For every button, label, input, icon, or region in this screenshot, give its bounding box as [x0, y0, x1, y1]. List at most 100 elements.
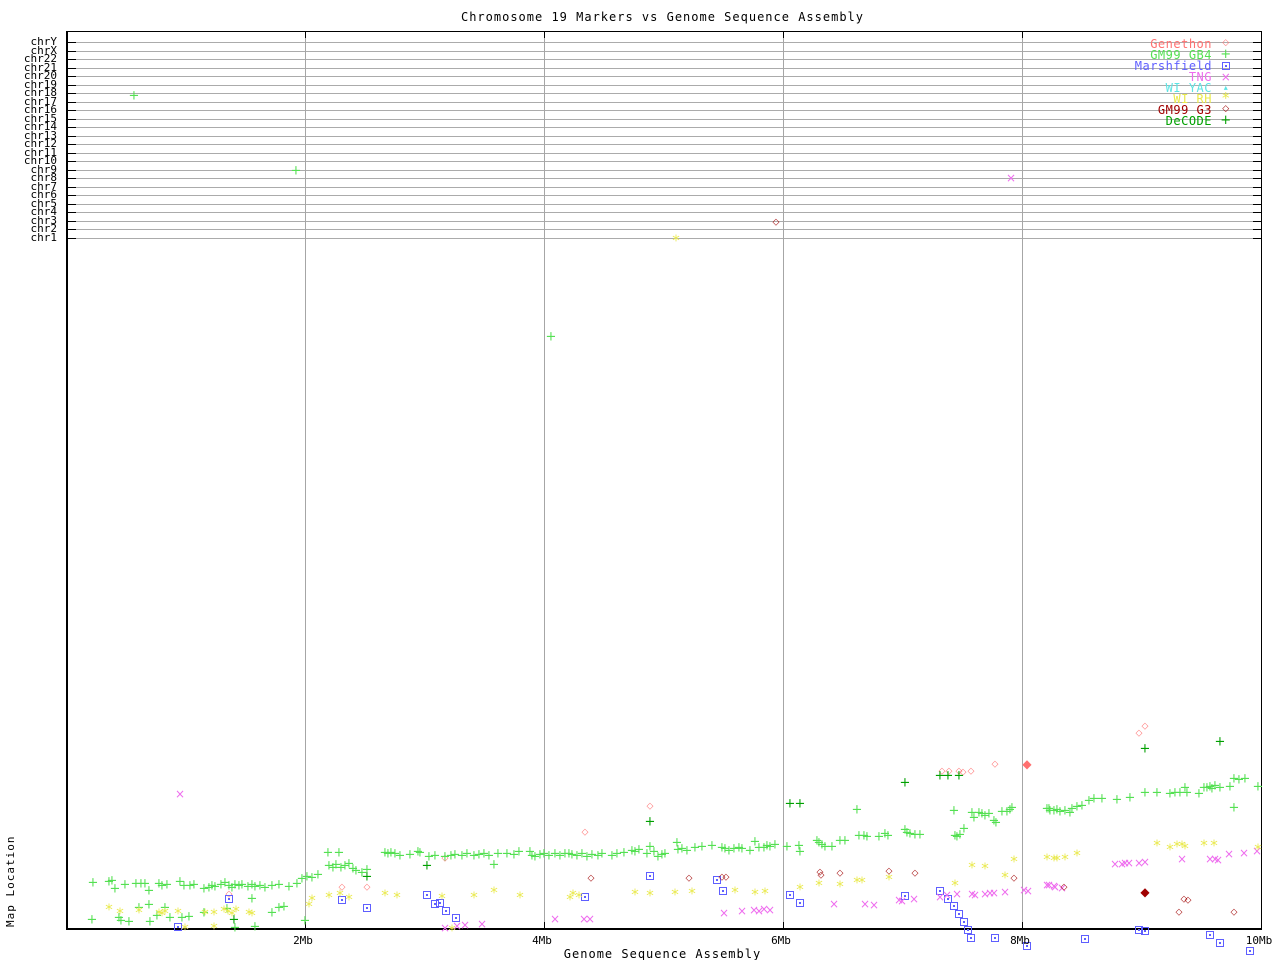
y-tick-label-chrY: chrY — [30, 35, 58, 48]
x-axis-tick-bottom — [305, 922, 306, 928]
data-point-gm99gb4: + — [492, 846, 504, 862]
data-point-tng: × — [1139, 855, 1151, 869]
data-point-marshfield — [1141, 927, 1149, 935]
data-point-gm99gb4: + — [1041, 801, 1053, 817]
data-point-gm99gb4: + — [209, 879, 221, 895]
data-point-gm99gb4: + — [858, 828, 870, 844]
chromosome-line-chr11 — [68, 152, 1261, 154]
data-point-gm99gb4: + — [87, 875, 99, 891]
y-axis-tick-left — [68, 161, 76, 162]
legend-item-genethon: Genethon ◇ — [1150, 37, 1240, 51]
legend-item-gm99gb4: GM99 GB4 + — [1150, 47, 1240, 62]
data-point-gm99gb4: + — [473, 847, 485, 863]
data-point-marshfield — [786, 891, 794, 899]
data-point-marshfield — [936, 887, 944, 895]
y-axis-tick-left — [68, 84, 76, 86]
data-point-genethon: ◇ — [441, 853, 449, 864]
data-point-tng: × — [764, 903, 776, 917]
x-axis-tick-bottom — [783, 922, 784, 928]
data-point-marshfield — [960, 918, 968, 926]
data-point-wirh: * — [1073, 846, 1081, 865]
data-point-gm99gb4: + — [769, 837, 781, 853]
data-point-wirh: * — [751, 885, 759, 904]
y-tick-label-chr11: chr11 — [23, 145, 57, 159]
data-point-gm99gb4: + — [571, 848, 583, 864]
data-point-wirh: * — [1254, 840, 1262, 859]
data-point-wirh: * — [646, 886, 654, 905]
data-point-gm99gb4: + — [278, 899, 290, 915]
data-point-gm99gb4: + — [1139, 785, 1151, 801]
data-point-gm99gb4: + — [1088, 791, 1100, 807]
y-axis-tick-left — [68, 186, 76, 188]
data-point-gm99gb4: + — [549, 846, 561, 862]
y-tick-label-chr16: chr16 — [23, 103, 57, 116]
data-point-genethon: ◇ — [581, 827, 589, 838]
data-point-gm99gb4: + — [909, 827, 921, 843]
data-point-gm99gb4: + — [236, 877, 248, 893]
data-point-wirh: * — [470, 888, 478, 907]
data-point-gm99gb4: + — [445, 848, 457, 864]
data-point-decode: + — [228, 912, 240, 928]
data-point-gm99gb4: + — [176, 910, 188, 926]
data-point-tng: × — [451, 919, 463, 933]
data-point-gm99gb4: + — [716, 840, 728, 856]
y-axis-tick-left — [68, 203, 76, 205]
chromosome-line-chr6 — [68, 195, 1261, 196]
data-point-marshfield — [955, 910, 963, 918]
legend-label-gm99gb4: GM99 GB4 — [1150, 47, 1212, 62]
data-point-gm99gb4: + — [538, 846, 550, 862]
data-point-genethon: ◇ — [646, 801, 654, 812]
data-point-gm99gb4: + — [1201, 780, 1213, 796]
data-point-gm99gb4: + — [1004, 802, 1016, 818]
data-point-gm99gb4: + — [723, 843, 735, 859]
data-point-gm99gb4: + — [656, 847, 668, 863]
data-point-gm99gb4: + — [733, 840, 745, 856]
data-point-wirh: * — [135, 903, 143, 922]
data-point-gm99gb4: + — [648, 844, 660, 860]
y-axis-tick-right — [1253, 59, 1261, 60]
x-gridline-8Mb — [1022, 32, 1023, 928]
data-point-gm99gb4: + — [1066, 801, 1078, 817]
chromosome-line-chr22 — [68, 59, 1261, 60]
data-point-gm99gb4: + — [188, 877, 200, 893]
y-tick-label-chr10: chr10 — [23, 154, 57, 167]
legend-label-gm99g3: GM99 G3 — [1157, 102, 1212, 117]
data-point-gm99gb4: + — [606, 848, 618, 864]
y-axis-tick-left — [68, 135, 76, 137]
chromosome-line-chr13 — [68, 135, 1261, 137]
y-tick-label-chrX: chrX — [30, 43, 58, 57]
chromosome-line-chr7 — [68, 186, 1261, 188]
data-point-wirh: * — [155, 905, 163, 924]
data-point-wirh: * — [201, 905, 209, 924]
data-point-gm99g3: ◇ — [817, 870, 825, 881]
data-point-gm99gb4: + — [851, 802, 863, 818]
x-axis-tick-top — [544, 32, 545, 38]
data-point-gm99gb4: + — [899, 822, 911, 838]
data-point-gm99gb4: + — [949, 828, 961, 844]
data-point-gm99gb4: + — [1179, 780, 1191, 796]
data-point-gm99gb4: + — [554, 848, 566, 864]
data-point-gm99gb4: + — [429, 848, 441, 864]
data-point-wirh: * — [220, 902, 228, 921]
data-point-gm99gb4: + — [676, 841, 688, 857]
data-point-gm99g3: ◇ — [1184, 895, 1192, 906]
data-point-gm99gb4: + — [414, 845, 426, 861]
data-point-gm99gb4: + — [389, 846, 401, 862]
y-axis-tick-right — [1253, 127, 1261, 128]
data-point-gm99gb4: + — [545, 329, 557, 345]
data-point-gm99gb4: + — [794, 844, 806, 860]
data-point-wirh: * — [1166, 840, 1174, 859]
data-point-wirh: * — [336, 886, 344, 905]
data-point-genethon: ◇ — [1141, 721, 1149, 732]
data-point-tng: × — [1123, 856, 1135, 870]
y-axis-tick-right — [1253, 178, 1261, 179]
data-point-marshfield — [901, 892, 909, 900]
data-point-tng: × — [1176, 852, 1188, 866]
legend-marker-tng-icon: × — [1220, 69, 1232, 84]
data-point-tng: × — [1041, 878, 1053, 892]
data-point-decode: + — [421, 858, 433, 874]
data-point-gm99gb4: + — [144, 914, 156, 930]
data-point-tng: × — [758, 902, 770, 916]
data-point-gm99gb4: + — [633, 842, 645, 858]
